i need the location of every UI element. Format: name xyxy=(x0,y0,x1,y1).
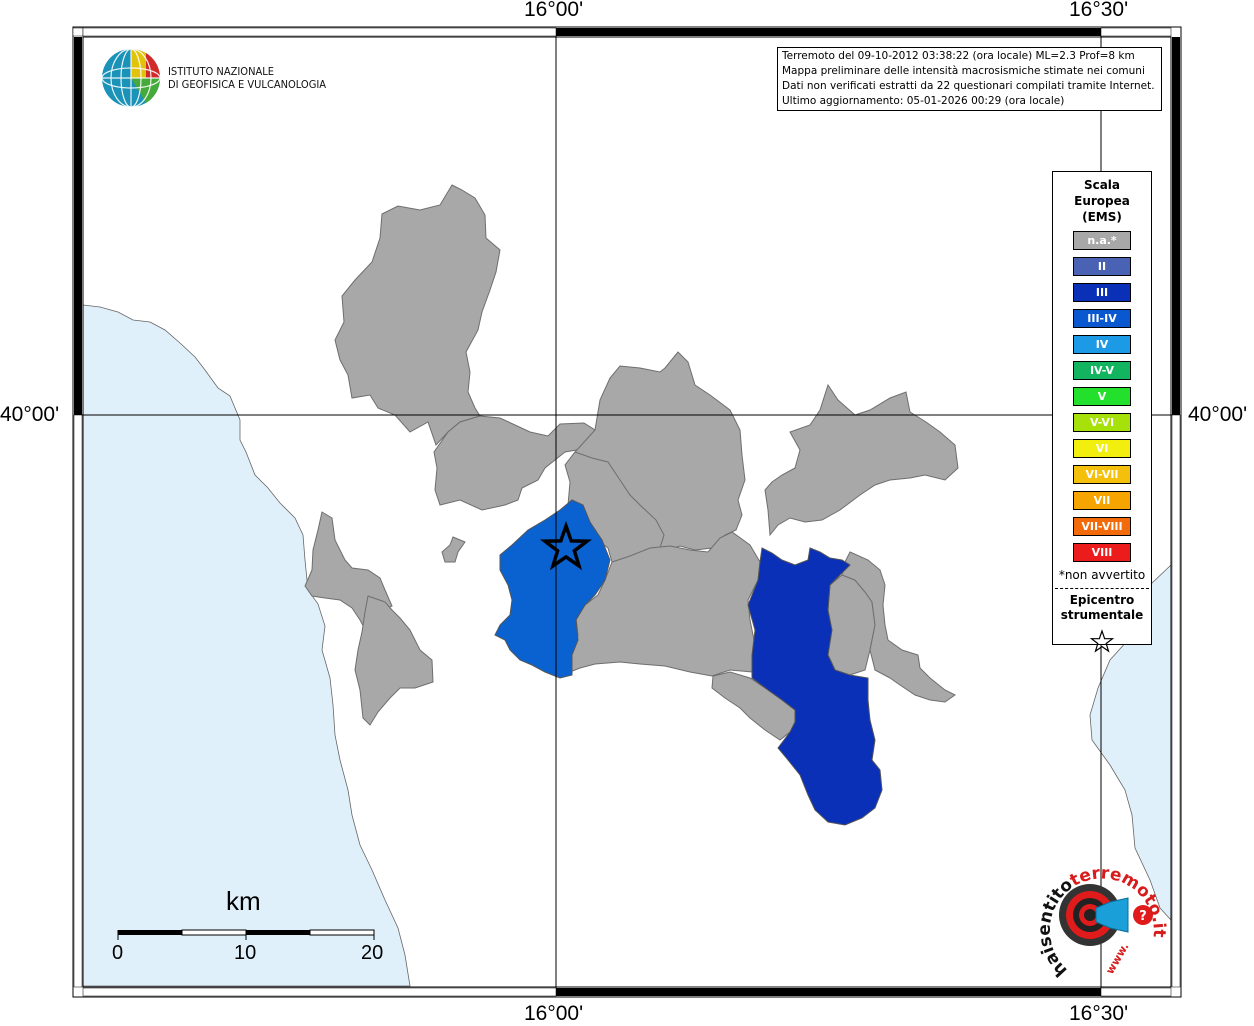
scale-label-10: 10 xyxy=(234,942,257,964)
ingv-globe-logo xyxy=(101,48,161,108)
legend-item-vi-vii: VI-VII xyxy=(1073,465,1131,484)
top-lon-label-right: 16°30' xyxy=(1069,0,1129,21)
info-line-update: Ultimo aggiornamento: 05-01-2026 00:29 (… xyxy=(782,95,1065,107)
top-lon-label-left: 16°00' xyxy=(524,0,584,21)
legend-item-iii: III xyxy=(1073,283,1131,302)
legend-epicenter-label: Epicentro strumentale xyxy=(1053,593,1151,623)
legend-item-iii-iv: III-IV xyxy=(1073,309,1131,328)
ems-legend: Scala Europea (EMS) n.a.* II III III-IV IV IV… xyxy=(1052,171,1152,653)
badge-text-www: www. xyxy=(1103,941,1131,977)
legend-title: Scala Europea (EMS) xyxy=(1053,177,1151,225)
badge-arc-text: haisentitoterremoto.it xyxy=(1035,863,1169,980)
legend-epicenter-line1: Epicentro xyxy=(1069,593,1135,607)
ingv-logo-line2: DI GEOFISICA E VULCANOLOGIA xyxy=(168,78,327,91)
legend-item-ii: II xyxy=(1073,257,1131,276)
municipalities-na xyxy=(304,184,959,741)
bottom-lon-label-right: 16°30' xyxy=(1069,1002,1129,1025)
legend-item-n-a: n.a.* xyxy=(1073,231,1131,250)
event-info-box: Terremoto del 09-10-2012 03:38:22 (ora l… xyxy=(777,47,1162,111)
scale-label-0: 0 xyxy=(112,942,124,964)
haisentito-badge-text: haisentitoterremoto.it www. xyxy=(1035,863,1169,980)
epicenter-star xyxy=(539,520,593,571)
legend-item-iv-v: IV-V xyxy=(1073,361,1131,380)
scale-bar xyxy=(117,929,375,940)
map-frame xyxy=(72,26,1182,998)
info-line-event: Terremoto del 09-10-2012 03:38:22 (ora l… xyxy=(782,50,1135,62)
legend-items: n.a.* II III III-IV IV IV-V V V-VI VI VI-VII VII VI… xyxy=(1053,231,1151,562)
scale-label-20: 20 xyxy=(361,942,384,964)
ingv-logo-line1: ISTITUTO NAZIONALE xyxy=(168,65,275,78)
badge-text-terremoto: terremoto.it xyxy=(1067,863,1169,938)
municipality-iii xyxy=(747,547,883,826)
scale-title: km xyxy=(226,886,261,916)
badge-text-haisentito: haisentito xyxy=(1035,875,1077,981)
legend-title-line3: (EMS) xyxy=(1082,210,1122,224)
legend-title-line2: Europea xyxy=(1074,194,1130,208)
lat-label-right: 40°00' xyxy=(1188,403,1248,426)
legend-item-vi: VI xyxy=(1073,439,1131,458)
legend-item-vii-viii: VII-VIII xyxy=(1073,517,1131,536)
legend-star-icon xyxy=(1089,629,1115,653)
legend-divider xyxy=(1055,588,1149,589)
haisentito-badge: ? xyxy=(1059,884,1153,946)
legend-epicenter-line2: strumentale xyxy=(1060,608,1144,622)
legend-item-v-vi: V-VI xyxy=(1073,413,1131,432)
legend-item-vii: VII xyxy=(1073,491,1131,510)
info-line-data: Dati non verificati estratti da 22 quest… xyxy=(782,80,1155,92)
sea-west xyxy=(82,304,411,987)
legend-note: *non avvertito xyxy=(1058,568,1146,582)
legend-item-iv: IV xyxy=(1073,335,1131,354)
ingv-logo-text: ISTITUTO NAZIONALE DI GEOFISICA E VULCAN… xyxy=(168,65,326,91)
lat-label-left: 40°00' xyxy=(0,403,60,426)
legend-item-v: V xyxy=(1073,387,1131,406)
legend-title-line1: Scala xyxy=(1083,178,1121,192)
svg-text:?: ? xyxy=(1139,909,1147,924)
legend-item-viii: VIII xyxy=(1073,543,1131,562)
info-line-map: Mappa preliminare delle intensità macros… xyxy=(782,65,1145,77)
bottom-lon-label-left: 16°00' xyxy=(524,1002,584,1025)
